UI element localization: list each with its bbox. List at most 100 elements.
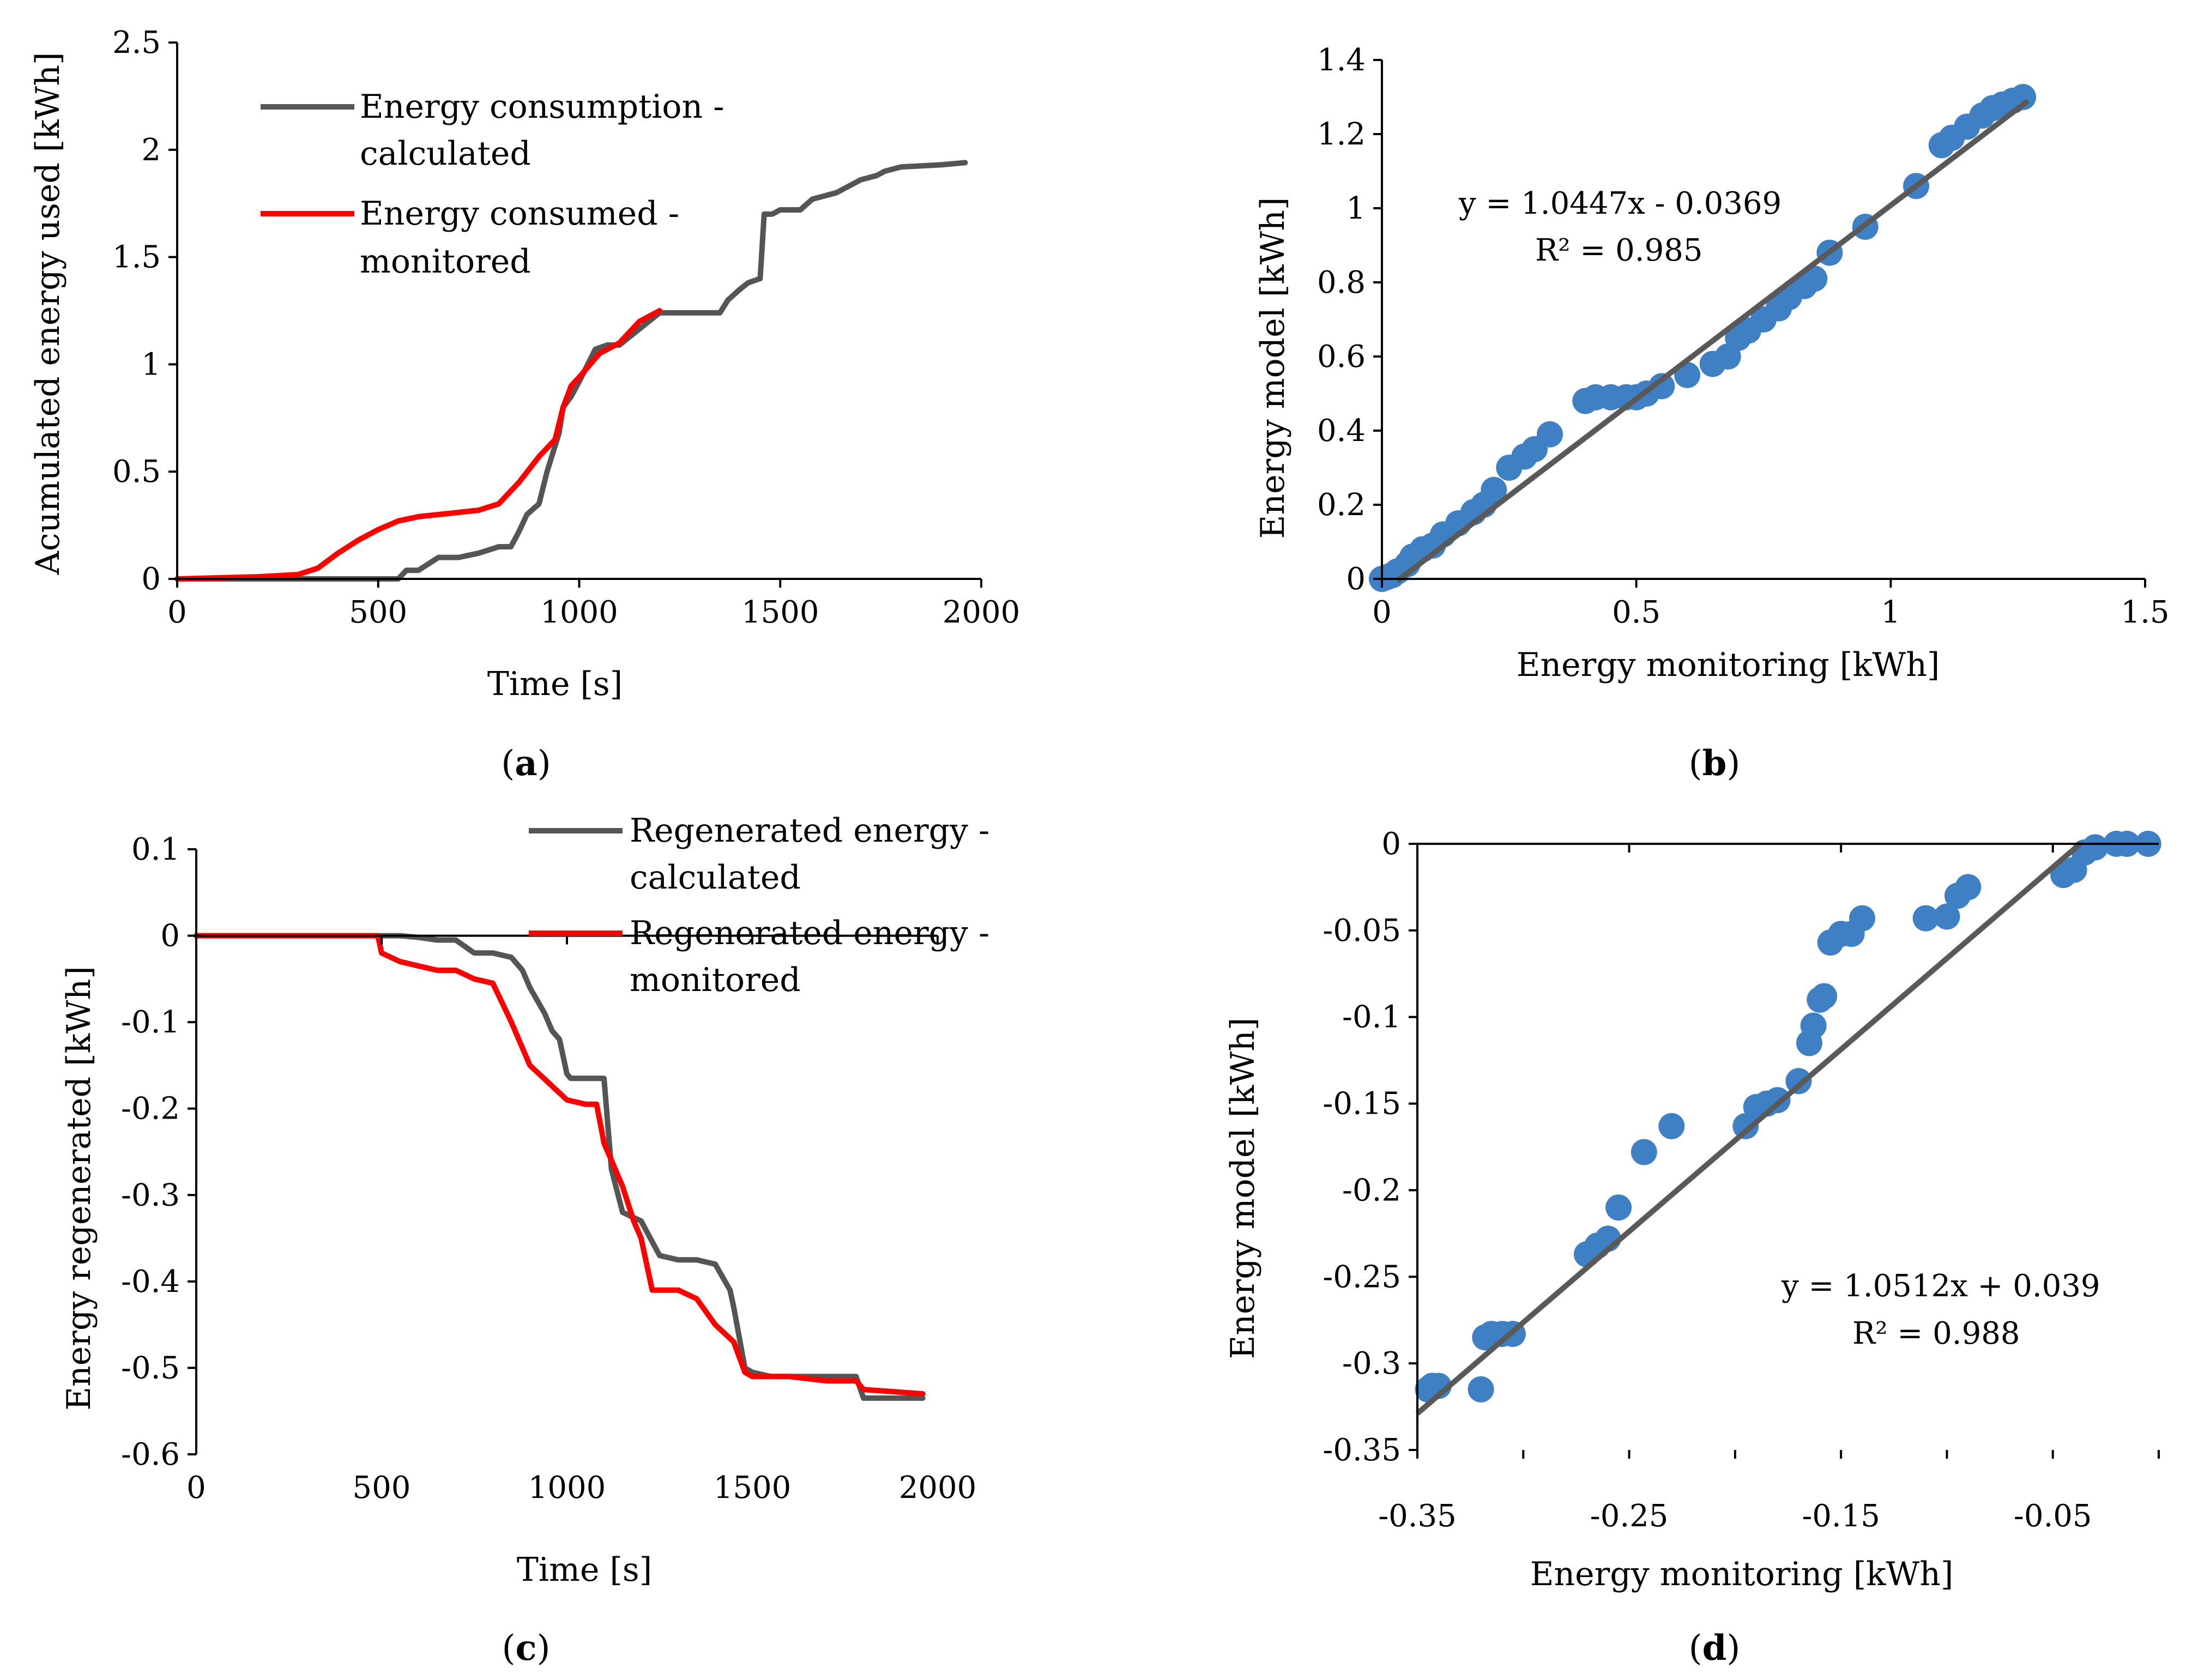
chart-a-axes: 0 0.5 1 1.5 2 2.5 0 500 1000 1500 2000 [112, 25, 1020, 630]
scatter-point [1811, 983, 1838, 1010]
scatter-point [1631, 1139, 1657, 1165]
y-tick-label: 0 [1381, 826, 1401, 862]
y-tick-label: 0.4 [1317, 413, 1366, 449]
y-tick-label: 1.4 [1317, 43, 1366, 78]
chart-b-scatter-consumption: 0 0.2 0.4 0.6 0.8 1 1.2 1.4 0 0.5 1 1.5 y = 1.0447x… [1254, 43, 2170, 784]
scatter-point [1785, 1068, 1812, 1095]
series-line-monitored [174, 308, 662, 582]
scatter-point [2082, 834, 2109, 861]
legend-text-calculated-2: calculated [360, 135, 531, 173]
scatter-point [1648, 373, 1675, 400]
chart-b-equation: y = 1.0447x - 0.0369 [1458, 186, 1782, 221]
chart-c-ylabel: Energy regenerated [kWh] [60, 966, 98, 1410]
y-tick-label: -0.4 [121, 1264, 180, 1300]
chart-d-panel-label: (d) [1689, 1628, 1741, 1669]
scatter-point [1605, 1194, 1632, 1221]
chart-d-equation: y = 1.0512x + 0.039 [1781, 1268, 2100, 1304]
x-tick-label: -0.05 [2014, 1498, 2092, 1534]
scatter-point [1849, 905, 1875, 932]
chart-a-legend: Energy consumption - calculated Energy c… [261, 88, 724, 281]
chart-b-xlabel: Energy monitoring [kWh] [1517, 646, 1940, 684]
y-tick-label: -0.5 [121, 1350, 180, 1386]
chart-d-xlabel: Energy monitoring [kWh] [1530, 1555, 1954, 1593]
legend-text-monitored-1: Energy consumed - [360, 195, 679, 233]
chart-c-axes: -0.6 -0.5 -0.4 -0.3 -0.2 -0.1 0 0.1 0 500 1000 1500… [121, 832, 976, 1506]
legend-text-monitored-2: monitored [360, 243, 531, 281]
y-tick-label: -0.25 [1323, 1259, 1401, 1295]
chart-b-panel-label: (b) [1689, 743, 1741, 784]
chart-d-axes: -0.35 -0.3 -0.25 -0.2 -0.15 -0.1 -0.05 0 -0.35 -0… [1323, 826, 2160, 1534]
x-tick-label: -0.35 [1378, 1498, 1457, 1534]
chart-b-axes: 0 0.2 0.4 0.6 0.8 1 1.2 1.4 0 0.5 1 1.5 [1317, 43, 2170, 630]
y-tick-label: -0.3 [1342, 1346, 1401, 1381]
chart-b-r2: R² = 0.985 [1535, 233, 1702, 268]
trendline [1415, 841, 2082, 1416]
scatter-point [1801, 265, 1828, 292]
x-tick-label: 0 [167, 595, 187, 630]
x-tick-label: 0.5 [1612, 595, 1660, 630]
x-tick-label: 1 [1881, 595, 1901, 630]
x-tick-label: 1500 [741, 595, 819, 630]
x-tick-label: 1000 [528, 1470, 606, 1506]
x-tick-label: 1000 [540, 595, 618, 630]
y-tick-label: 1 [141, 347, 161, 382]
y-tick-label: -0.35 [1323, 1433, 1401, 1468]
legend-text-regen-calculated-2: calculated [630, 859, 801, 897]
y-tick-label: 2 [141, 132, 161, 168]
x-tick-label: 1.5 [2121, 595, 2169, 630]
chart-b-ylabel: Energy model [kWh] [1254, 197, 1292, 539]
y-tick-label: 0 [160, 918, 180, 954]
legend-text-calculated-1: Energy consumption - [360, 88, 724, 126]
scatter-point [1468, 1376, 1494, 1403]
y-tick-label: -0.2 [1342, 1173, 1401, 1208]
chart-a-energy-used: 0 0.5 1 1.5 2 2.5 0 500 1000 1500 2000 Energy cons… [29, 25, 1020, 784]
chart-d-points [1415, 831, 2161, 1416]
y-tick-label: 0.1 [131, 832, 180, 867]
y-tick-label: -0.15 [1323, 1086, 1401, 1122]
series-line-monitored [194, 933, 926, 1397]
chart-a-ylabel: Acumulated energy used [kWh] [29, 52, 67, 576]
x-tick-label: -0.15 [1802, 1498, 1880, 1534]
chart-c-energy-regenerated: -0.6 -0.5 -0.4 -0.3 -0.2 -0.1 0 0.1 0 500 1000 1500… [60, 812, 989, 1669]
chart-d-ylabel: Energy model [kWh] [1224, 1018, 1262, 1359]
scatter-point [1537, 421, 1563, 448]
scatter-point [1481, 476, 1507, 503]
scatter-point [1732, 1113, 1759, 1139]
y-tick-label: 1 [1346, 191, 1366, 226]
scatter-point [1912, 905, 1939, 932]
x-tick-label: 2000 [899, 1470, 977, 1506]
x-tick-label: 1500 [714, 1470, 792, 1506]
chart-d-r2: R² = 0.988 [1852, 1316, 2020, 1351]
y-tick-label: 0.5 [112, 454, 161, 490]
y-tick-label: -0.1 [121, 1005, 180, 1040]
y-tick-label: 0.6 [1317, 339, 1366, 374]
scatter-point [1800, 1012, 1827, 1039]
x-tick-label: 500 [349, 595, 407, 630]
y-tick-label: 0 [141, 561, 161, 597]
chart-d-scatter-regenerated: -0.35 -0.3 -0.25 -0.2 -0.15 -0.1 -0.05 0 -0.35 -0… [1224, 826, 2161, 1669]
x-tick-label: -0.25 [1590, 1498, 1669, 1534]
y-tick-label: -0.6 [121, 1437, 180, 1472]
y-tick-label: -0.05 [1323, 913, 1401, 948]
x-tick-label: 2000 [943, 595, 1020, 630]
y-tick-label: 1.5 [112, 240, 161, 275]
x-tick-label: 0 [1372, 595, 1392, 630]
y-tick-label: 1.2 [1317, 117, 1366, 152]
legend-text-regen-calculated-1: Regenerated energy - [630, 812, 989, 850]
chart-c-panel-label: (c) [502, 1628, 551, 1669]
chart-c-series [194, 933, 926, 1401]
scatter-point [2010, 84, 2036, 110]
chart-c-xlabel: Time [s] [517, 1551, 652, 1589]
chart-a-series [174, 160, 968, 582]
y-tick-label: -0.2 [121, 1091, 180, 1127]
y-tick-label: 2.5 [112, 25, 161, 61]
chart-a-panel-label: (a) [501, 743, 551, 784]
series-line-calculated [194, 933, 926, 1401]
x-tick-label: 500 [353, 1470, 411, 1506]
chart-b-points [1369, 84, 2036, 592]
y-tick-label: -0.3 [121, 1177, 180, 1213]
scatter-point [1934, 903, 1960, 930]
y-tick-label: 0.2 [1317, 487, 1366, 523]
scatter-point [1955, 874, 1982, 901]
